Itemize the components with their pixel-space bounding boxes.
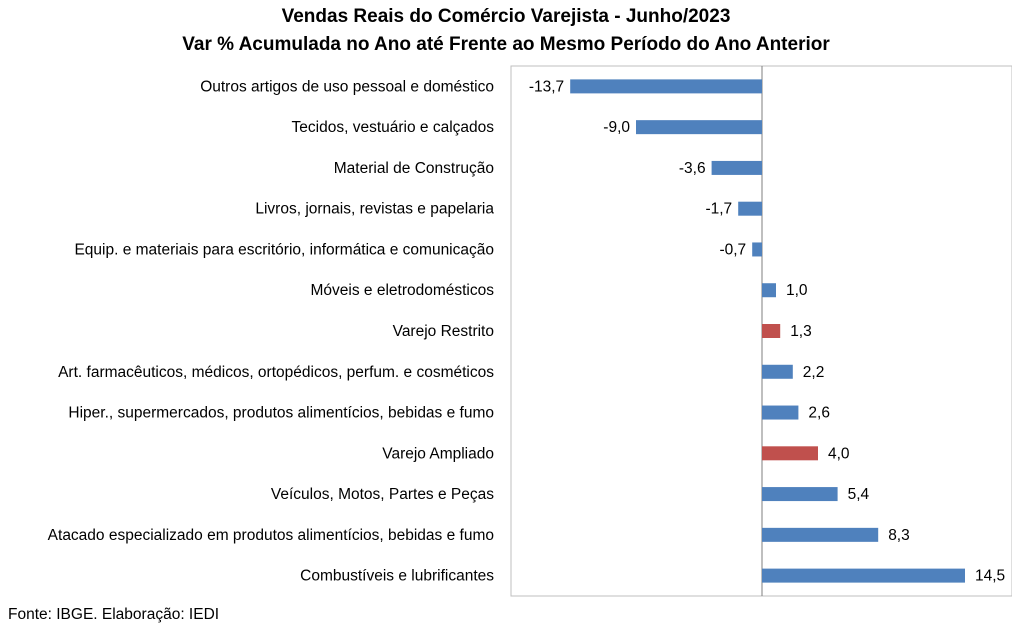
category-label: Outros artigos de uso pessoal e doméstic… <box>200 78 494 95</box>
value-label: -1,7 <box>705 201 732 218</box>
value-label: -9,0 <box>603 119 630 136</box>
category-label: Móveis e eletrodomésticos <box>311 282 495 299</box>
bar <box>636 120 762 135</box>
bar <box>762 283 776 298</box>
value-label: 2,2 <box>803 364 825 381</box>
chart-title: Vendas Reais do Comércio Varejista - Jun… <box>281 6 731 27</box>
bar <box>762 527 879 542</box>
category-label: Tecidos, vestuário e calçados <box>292 119 495 136</box>
value-label: -0,7 <box>719 241 746 258</box>
bar <box>570 79 762 94</box>
bars-group: Outros artigos de uso pessoal e doméstic… <box>48 78 1006 584</box>
category-label: Art. farmacêuticos, médicos, ortopédicos… <box>58 364 494 381</box>
category-label: Material de Construção <box>334 160 494 177</box>
value-label: 2,6 <box>808 405 830 422</box>
value-label: 5,4 <box>848 486 870 503</box>
category-label: Hiper., supermercados, produtos alimentí… <box>68 405 494 422</box>
value-label: 4,0 <box>828 445 850 462</box>
bar <box>762 364 793 379</box>
value-label: -3,6 <box>679 160 706 177</box>
bar <box>762 487 838 502</box>
bar <box>762 405 799 420</box>
category-label: Varejo Restrito <box>393 323 494 340</box>
category-label: Equip. e materiais para escritório, info… <box>74 241 494 258</box>
chart-subtitle: Var % Acumulada no Ano até Frente ao Mes… <box>182 34 830 55</box>
value-label: 14,5 <box>975 568 1005 585</box>
category-label: Veículos, Motos, Partes e Peças <box>271 486 494 503</box>
source-note: Fonte: IBGE. Elaboração: IEDI <box>8 606 220 623</box>
bar <box>711 160 762 175</box>
bar <box>738 201 762 216</box>
category-label: Livros, jornais, revistas e papelaria <box>255 201 494 218</box>
value-label: 1,0 <box>786 282 808 299</box>
bar <box>762 324 781 338</box>
bar <box>762 446 818 461</box>
bar <box>762 568 965 583</box>
value-label: 8,3 <box>888 527 910 544</box>
category-label: Atacado especializado em produtos alimen… <box>48 527 494 544</box>
value-label: -13,7 <box>529 78 564 95</box>
value-label: 1,3 <box>790 323 812 340</box>
category-label: Varejo Ampliado <box>382 445 494 462</box>
bar <box>752 242 762 257</box>
category-label: Combustíveis e lubrificantes <box>300 568 494 585</box>
